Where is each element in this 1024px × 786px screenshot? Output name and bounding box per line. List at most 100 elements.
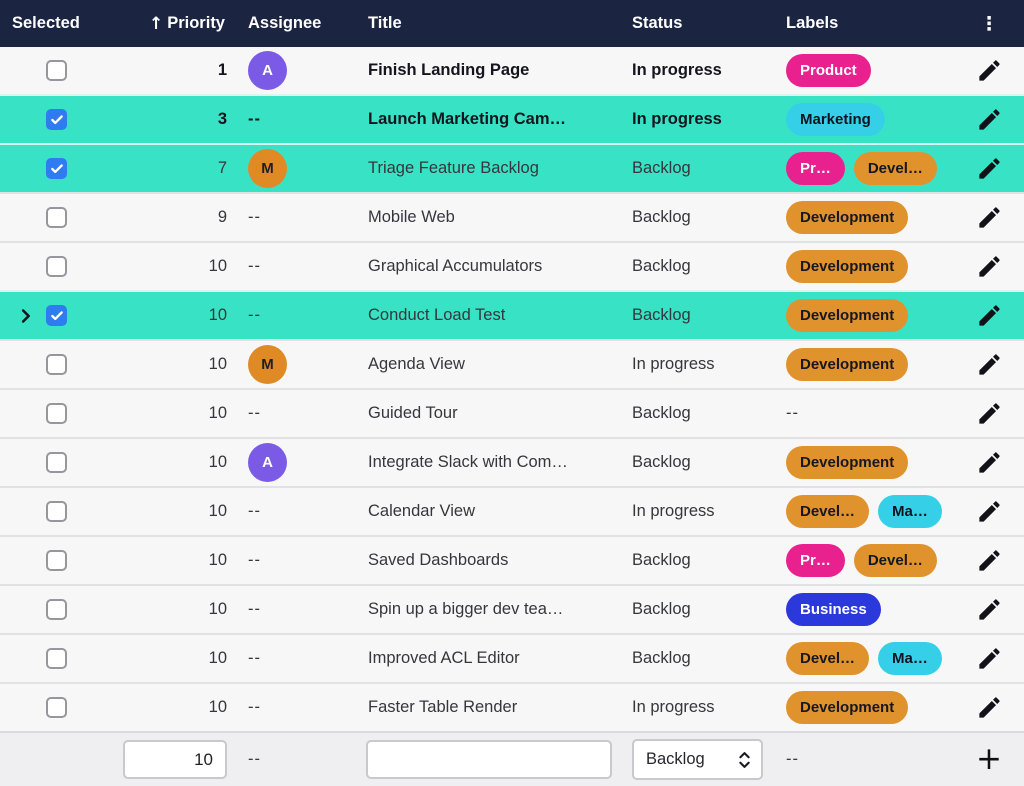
row-checkbox[interactable] — [46, 697, 67, 718]
row-labels: Development — [780, 201, 954, 234]
pencil-icon — [978, 648, 1000, 669]
new-row-title-cell — [360, 740, 625, 779]
row-labels: Product — [780, 54, 954, 87]
new-status-value: Backlog — [646, 750, 705, 768]
label-pill: Product — [786, 54, 871, 87]
edit-row-button[interactable] — [954, 498, 1024, 525]
row-labels: Development — [780, 691, 954, 724]
row-checkbox[interactable] — [46, 501, 67, 522]
row-assignee: -- — [248, 698, 261, 716]
edit-row-button[interactable] — [954, 204, 1024, 231]
label-pill: Development — [786, 348, 909, 381]
label-pill: Pr… — [786, 544, 845, 577]
row-checkbox[interactable] — [46, 599, 67, 620]
pencil-icon — [978, 207, 1000, 228]
row-assignee: -- — [248, 600, 261, 618]
row-checkbox[interactable] — [46, 109, 67, 130]
pencil-icon — [978, 305, 1000, 326]
column-header-status[interactable]: Status — [632, 14, 683, 32]
row-labels: Development — [780, 348, 954, 381]
row-selected-cell — [0, 96, 130, 143]
add-row-button[interactable]: + — [976, 741, 1002, 777]
row-assignee: A — [227, 443, 360, 482]
new-title-input[interactable] — [366, 740, 612, 779]
row-title: Finish Landing Page — [368, 61, 530, 79]
assignee-avatar: A — [248, 443, 287, 482]
table-body: 1 A Finish Landing Page In progress Prod… — [0, 47, 1024, 731]
table-header: Selected ↑ Priority Assignee Title Statu… — [0, 0, 1024, 47]
new-priority-input[interactable] — [123, 740, 227, 779]
edit-row-button[interactable] — [954, 155, 1024, 182]
label-pill: Ma… — [878, 642, 942, 675]
table-row: 3 -- Launch Marketing Cam… In progress M… — [0, 94, 1024, 143]
row-priority: 10 — [208, 355, 227, 373]
edit-row-button[interactable] — [954, 596, 1024, 623]
edit-row-button[interactable] — [954, 302, 1024, 329]
edit-row-button[interactable] — [954, 57, 1024, 84]
row-priority: 10 — [208, 502, 227, 520]
table-row: 1 A Finish Landing Page In progress Prod… — [0, 47, 1024, 94]
table-row: 10 -- Conduct Load Test Backlog Developm… — [0, 290, 1024, 339]
row-priority: 1 — [217, 61, 227, 79]
edit-row-button[interactable] — [954, 694, 1024, 721]
chevron-right-icon[interactable] — [16, 306, 35, 325]
row-checkbox[interactable] — [46, 403, 67, 424]
label-pill: Development — [786, 250, 909, 283]
row-priority: 10 — [208, 404, 227, 422]
pencil-icon — [978, 550, 1000, 571]
column-header-assignee[interactable]: Assignee — [248, 14, 322, 32]
row-assignee: -- — [248, 551, 261, 569]
row-checkbox[interactable] — [46, 452, 67, 473]
row-checkbox[interactable] — [46, 60, 67, 81]
label-pill: Development — [786, 691, 909, 724]
row-status: In progress — [632, 61, 722, 79]
table-row: 9 -- Mobile Web Backlog Development — [0, 192, 1024, 241]
row-status: Backlog — [632, 551, 691, 569]
row-title: Guided Tour — [368, 404, 458, 422]
new-row-status-cell: Backlog — [625, 739, 780, 780]
edit-row-button[interactable] — [954, 106, 1024, 133]
row-checkbox[interactable] — [46, 550, 67, 571]
row-checkbox[interactable] — [46, 305, 67, 326]
row-status: Backlog — [632, 257, 691, 275]
row-status: Backlog — [632, 649, 691, 667]
row-checkbox[interactable] — [46, 207, 67, 228]
column-header-selected[interactable]: Selected — [12, 14, 80, 32]
new-status-select[interactable]: Backlog — [632, 739, 763, 780]
row-title: Faster Table Render — [368, 698, 518, 716]
pencil-icon — [978, 697, 1000, 718]
row-status: In progress — [632, 502, 715, 520]
label-pill: Devel… — [786, 495, 870, 528]
table-menu-icon[interactable]: ⋮ — [979, 12, 999, 35]
edit-row-button[interactable] — [954, 400, 1024, 427]
edit-row-button[interactable] — [954, 351, 1024, 378]
column-header-priority[interactable]: ↑ Priority — [130, 14, 227, 34]
edit-row-button[interactable] — [954, 547, 1024, 574]
edit-row-button[interactable] — [954, 449, 1024, 476]
column-header-title[interactable]: Title — [368, 14, 402, 32]
row-status: Backlog — [632, 159, 691, 177]
row-assignee: -- — [248, 208, 261, 226]
table-row: 10 -- Graphical Accumulators Backlog Dev… — [0, 241, 1024, 290]
row-assignee: -- — [248, 110, 261, 128]
edit-row-button[interactable] — [954, 645, 1024, 672]
new-row-labels-placeholder: -- — [786, 750, 799, 768]
row-status: In progress — [632, 355, 715, 373]
row-labels: Business — [780, 593, 954, 626]
row-assignee: -- — [248, 649, 261, 667]
pencil-icon — [978, 256, 1000, 277]
column-header-labels[interactable]: Labels — [786, 14, 839, 32]
row-checkbox[interactable] — [46, 354, 67, 375]
row-labels: Development — [780, 250, 954, 283]
row-checkbox[interactable] — [46, 256, 67, 277]
row-priority: 9 — [217, 208, 227, 226]
edit-row-button[interactable] — [954, 253, 1024, 280]
row-checkbox[interactable] — [46, 158, 67, 179]
pencil-icon — [978, 452, 1000, 473]
row-title: Calendar View — [368, 502, 476, 520]
label-pill: Marketing — [786, 103, 885, 136]
new-row-priority-cell — [123, 740, 227, 779]
row-status: Backlog — [632, 404, 691, 422]
row-checkbox[interactable] — [46, 648, 67, 669]
